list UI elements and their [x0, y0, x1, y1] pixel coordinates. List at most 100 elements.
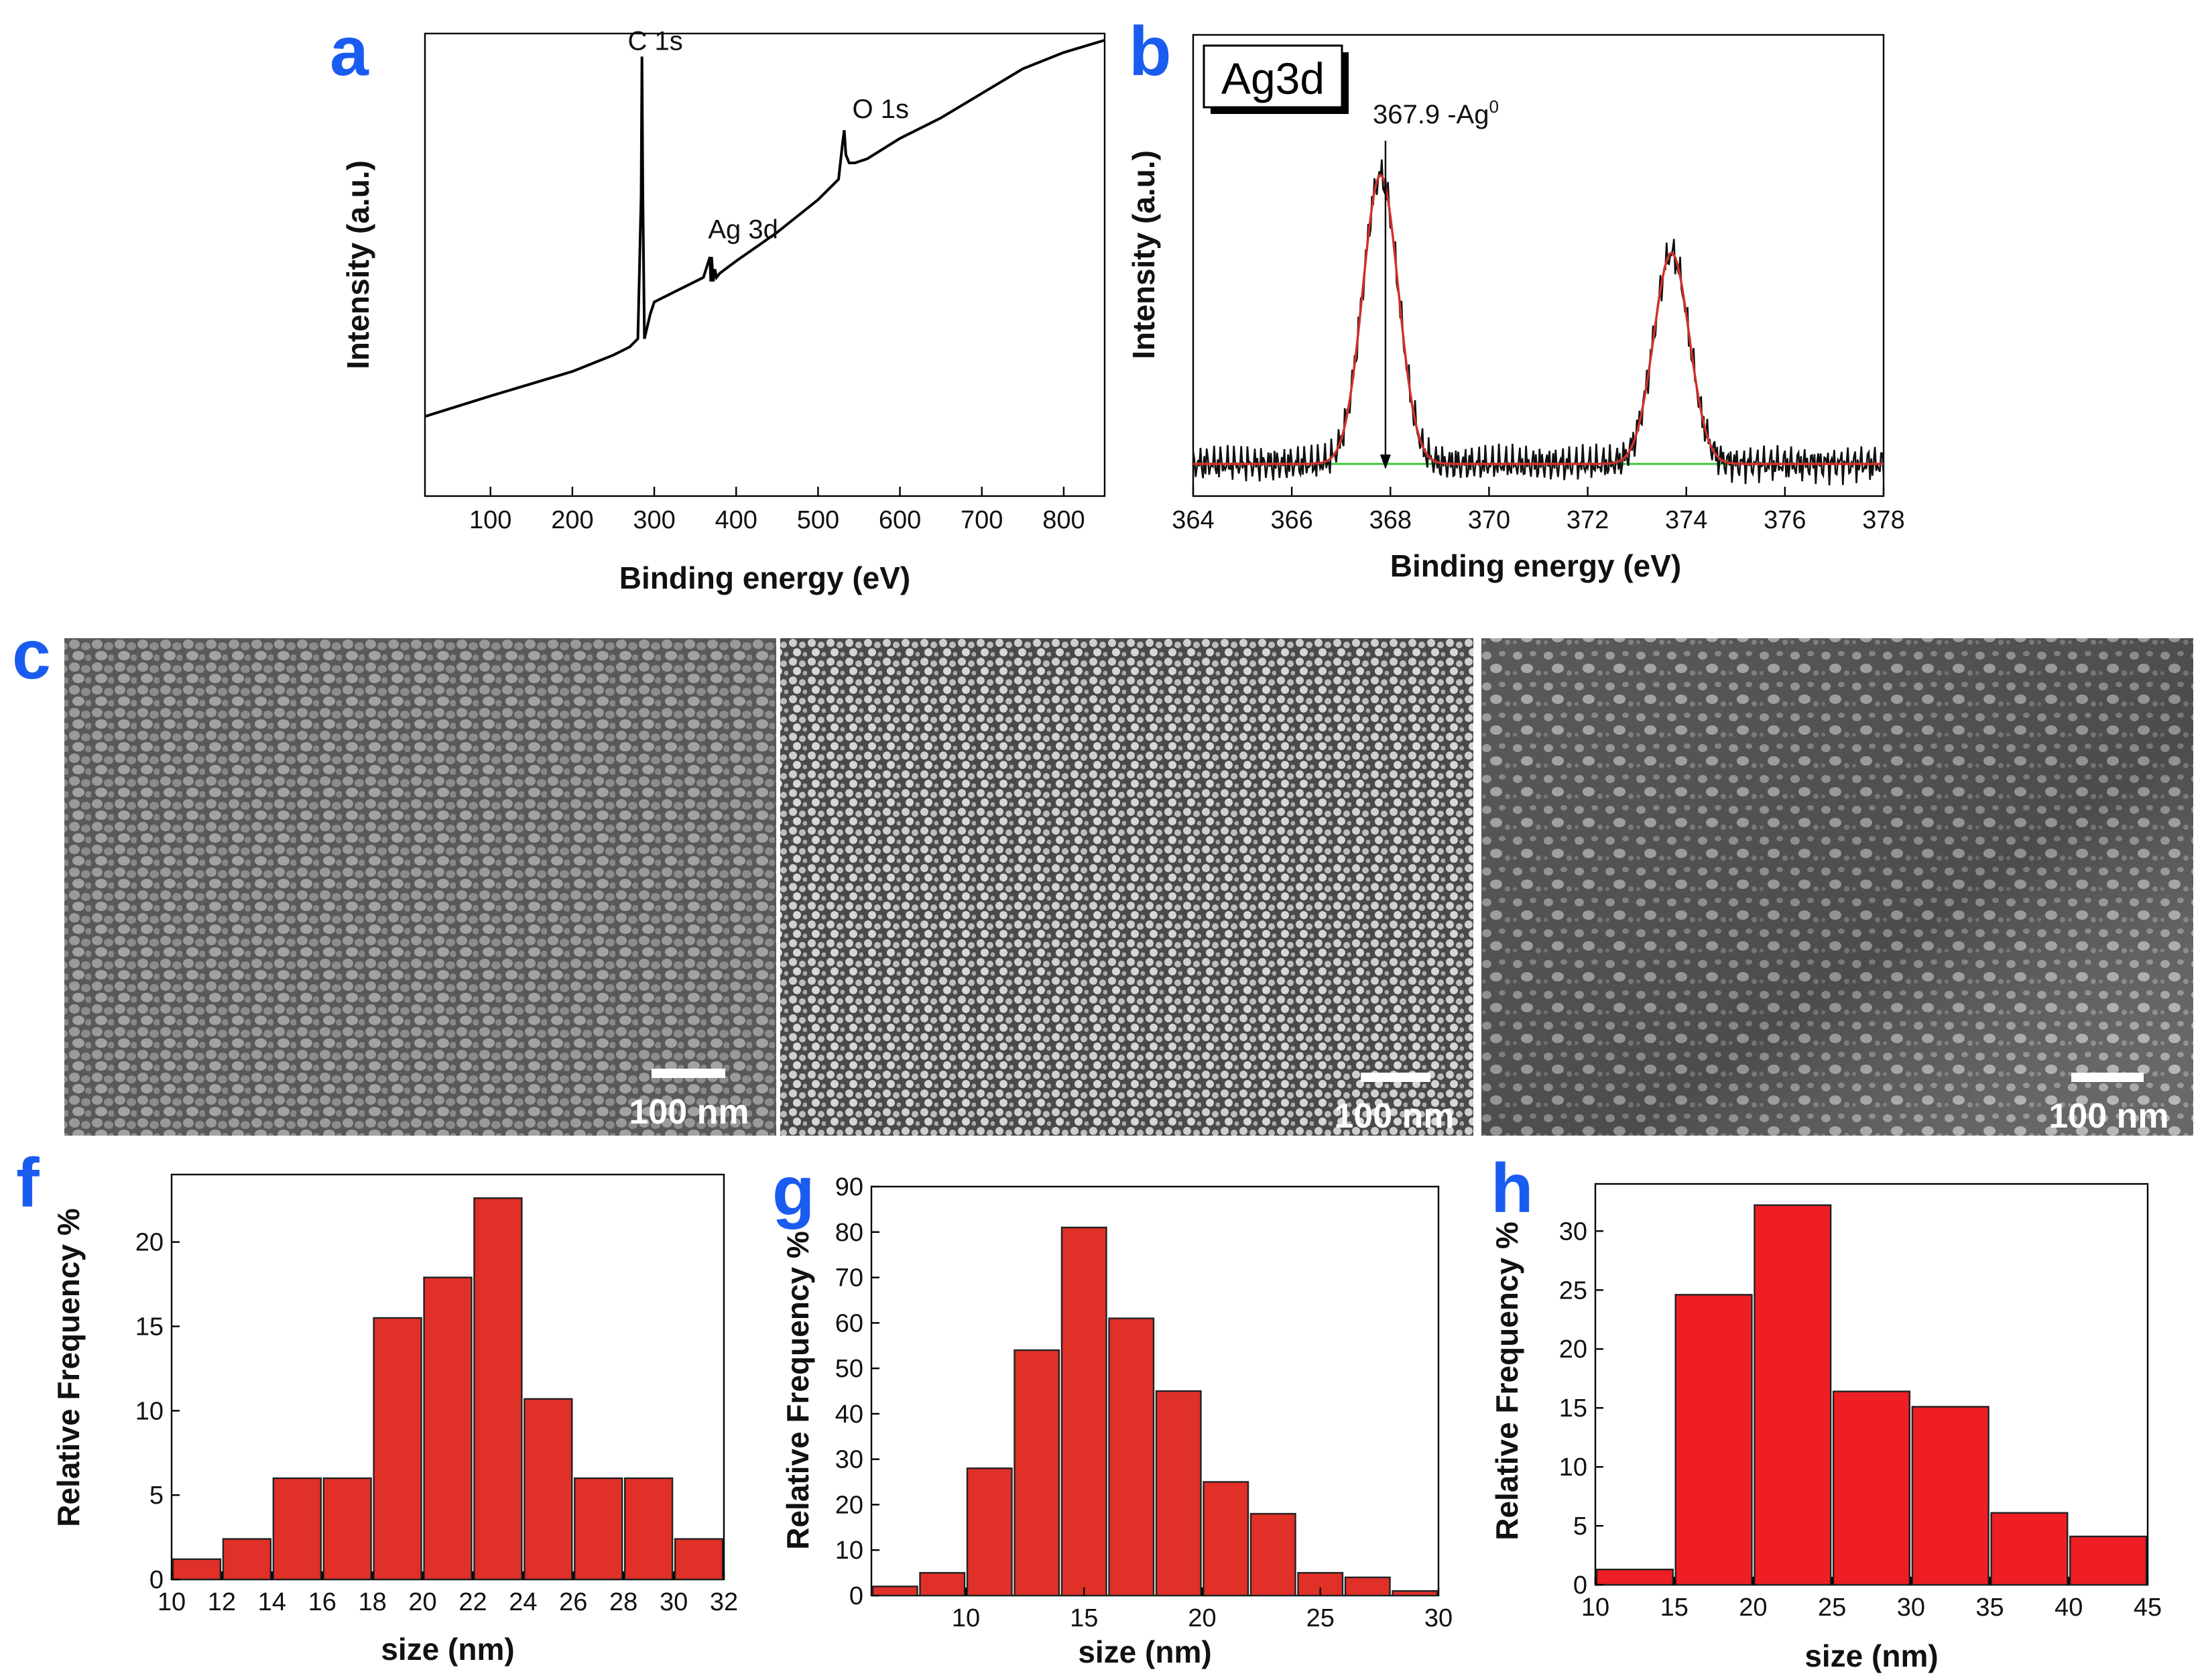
scale-bar-c	[652, 1069, 725, 1078]
histogram-bar-f	[574, 1477, 623, 1581]
x-tick-label-f: 20	[408, 1588, 436, 1616]
y-tick-label-g: 90	[835, 1173, 863, 1201]
panel-letter-g: g	[772, 1152, 815, 1230]
histogram-bar-g	[1392, 1590, 1438, 1597]
peak-marker-arrowhead	[1379, 455, 1391, 469]
sem-image-c: 100 nm	[64, 638, 776, 1136]
y-tick-label-f: 20	[135, 1229, 164, 1257]
x-tick-label-b: 372	[1567, 506, 1609, 534]
y-tick-label-h: 5	[1573, 1512, 1587, 1541]
x-tick-label-b: 376	[1764, 506, 1806, 534]
histogram-bar-f	[322, 1477, 372, 1581]
x-tick-label-a: 600	[879, 506, 921, 534]
histogram-bar-h	[1990, 1512, 2069, 1586]
x-tick-label-f: 24	[509, 1588, 537, 1616]
x-tick-label-g: 30	[1424, 1604, 1453, 1632]
x-axis-title-h: size (nm)	[1804, 1638, 1938, 1673]
x-tick-label-g: 20	[1188, 1604, 1216, 1632]
y-tick-label-h: 20	[1559, 1335, 1587, 1364]
x-axis-title-b: Binding energy (eV)	[1390, 548, 1681, 583]
x-tick-label-f: 28	[609, 1588, 637, 1616]
peak-label: C 1s	[628, 26, 683, 56]
y-tick-label-h: 0	[1573, 1571, 1587, 1600]
x-tick-label-a: 500	[797, 506, 839, 534]
size-histogram-g: size (nm) Relative Frequency % 10 15 20 25 3…	[780, 1173, 1453, 1669]
sem-texture-d	[780, 638, 1473, 1136]
sem-shading-e	[1481, 638, 2193, 1136]
survey-spectrum-line	[424, 39, 1105, 418]
histogram-bar-g	[966, 1467, 1013, 1597]
histogram-bar-h	[1754, 1204, 1832, 1586]
y-tick-label-f: 0	[149, 1566, 164, 1594]
histogram-bar-h	[1674, 1294, 1753, 1586]
x-tick-label-a: 200	[551, 506, 593, 534]
x-tick-label-b: 364	[1172, 506, 1214, 534]
x-tick-label-h: 40	[2054, 1594, 2083, 1622]
size-histogram-h: size (nm) Relative Frequency % 10 15 20 25 3…	[1489, 1183, 2162, 1673]
histogram-bar-h	[1595, 1568, 1674, 1586]
histogram-bar-h	[1911, 1406, 1989, 1586]
histogram-bar-g	[1249, 1512, 1296, 1597]
histogram-bar-f	[623, 1477, 674, 1581]
ag0-superscript: 0	[1489, 97, 1498, 117]
x-tick-label-f: 18	[358, 1588, 386, 1616]
plot-frame-g	[870, 1185, 1440, 1597]
y-axis-title-h: Relative Frequency %	[1489, 1221, 1524, 1541]
histogram-bar-g	[871, 1585, 918, 1597]
histogram-bar-g	[1344, 1576, 1391, 1597]
histogram-bar-g	[1203, 1481, 1249, 1597]
y-tick-label-g: 30	[835, 1446, 863, 1474]
panel-letter-f: f	[16, 1144, 40, 1222]
histogram-bar-f	[674, 1538, 724, 1581]
size-histogram-f: size (nm) Relative Frequency % 10 12 14 16 1…	[51, 1173, 738, 1667]
y-tick-label-h: 25	[1559, 1276, 1587, 1305]
x-axis-title-g: size (nm)	[1078, 1634, 1211, 1669]
x-tick-label-b: 366	[1270, 506, 1312, 534]
xps-survey-chart: Binding energy (eV) Intensity (a.u.) 100…	[341, 26, 1106, 595]
histogram-bar-g	[1155, 1390, 1202, 1597]
peak-label: Ag 3d	[708, 215, 778, 244]
ag3d-box	[1203, 44, 1343, 109]
x-tick-label-h: 10	[1581, 1594, 1609, 1622]
scale-label-c: 100 nm	[629, 1093, 749, 1132]
x-tick-label-b: 370	[1468, 506, 1510, 534]
histogram-bar-f	[373, 1317, 422, 1581]
sem-image-d: 100 nm	[780, 638, 1473, 1136]
x-tick-label-h: 45	[2134, 1594, 2162, 1622]
histogram-bar-g	[1060, 1226, 1107, 1597]
x-tick-label-f: 12	[208, 1588, 236, 1616]
x-tick-label-g: 15	[1070, 1604, 1098, 1632]
y-tick-label-f: 5	[149, 1482, 164, 1510]
fit-curve-line	[1193, 174, 1884, 465]
peak-position-label: 367.9 -Ag0	[1373, 97, 1499, 129]
peak-label: O 1s	[853, 95, 909, 124]
y-tick-label-g: 70	[835, 1264, 863, 1293]
x-tick-label-g: 25	[1306, 1604, 1335, 1632]
xps-ag3d-chart: Ag3d Binding energy (eV) Intensity (a.u.…	[1126, 34, 1905, 583]
scale-label-e: 100 nm	[2048, 1097, 2168, 1136]
x-tick-label-a: 700	[961, 506, 1003, 534]
panel-letter-a: a	[330, 13, 369, 91]
y-tick-label-g: 40	[835, 1400, 863, 1429]
histogram-bar-f	[172, 1558, 222, 1581]
y-tick-label-h: 30	[1559, 1217, 1587, 1246]
y-tick-label-f: 10	[135, 1397, 164, 1425]
y-axis-title-f: Relative Frequency %	[51, 1208, 86, 1527]
x-axis-title-f: size (nm)	[381, 1632, 514, 1667]
x-tick-label-h: 20	[1739, 1594, 1767, 1622]
x-tick-label-h: 30	[1897, 1594, 1925, 1622]
x-tick-label-f: 14	[258, 1588, 286, 1616]
x-axis-title-a: Binding energy (eV)	[619, 560, 910, 595]
y-tick-label-g: 80	[835, 1219, 863, 1247]
histogram-bar-f	[524, 1398, 573, 1581]
histogram-bar-h	[2069, 1535, 2148, 1586]
y-tick-label-g: 10	[835, 1537, 863, 1565]
x-tick-label-f: 32	[710, 1588, 738, 1616]
x-tick-label-b: 374	[1665, 506, 1707, 534]
histogram-bar-g	[919, 1571, 966, 1597]
ag3d-title: Ag3d	[1221, 54, 1325, 103]
scale-bar-e	[2071, 1073, 2144, 1082]
y-axis-title-g: Relative Frequency %	[780, 1231, 815, 1550]
histogram-bar-f	[272, 1477, 322, 1581]
